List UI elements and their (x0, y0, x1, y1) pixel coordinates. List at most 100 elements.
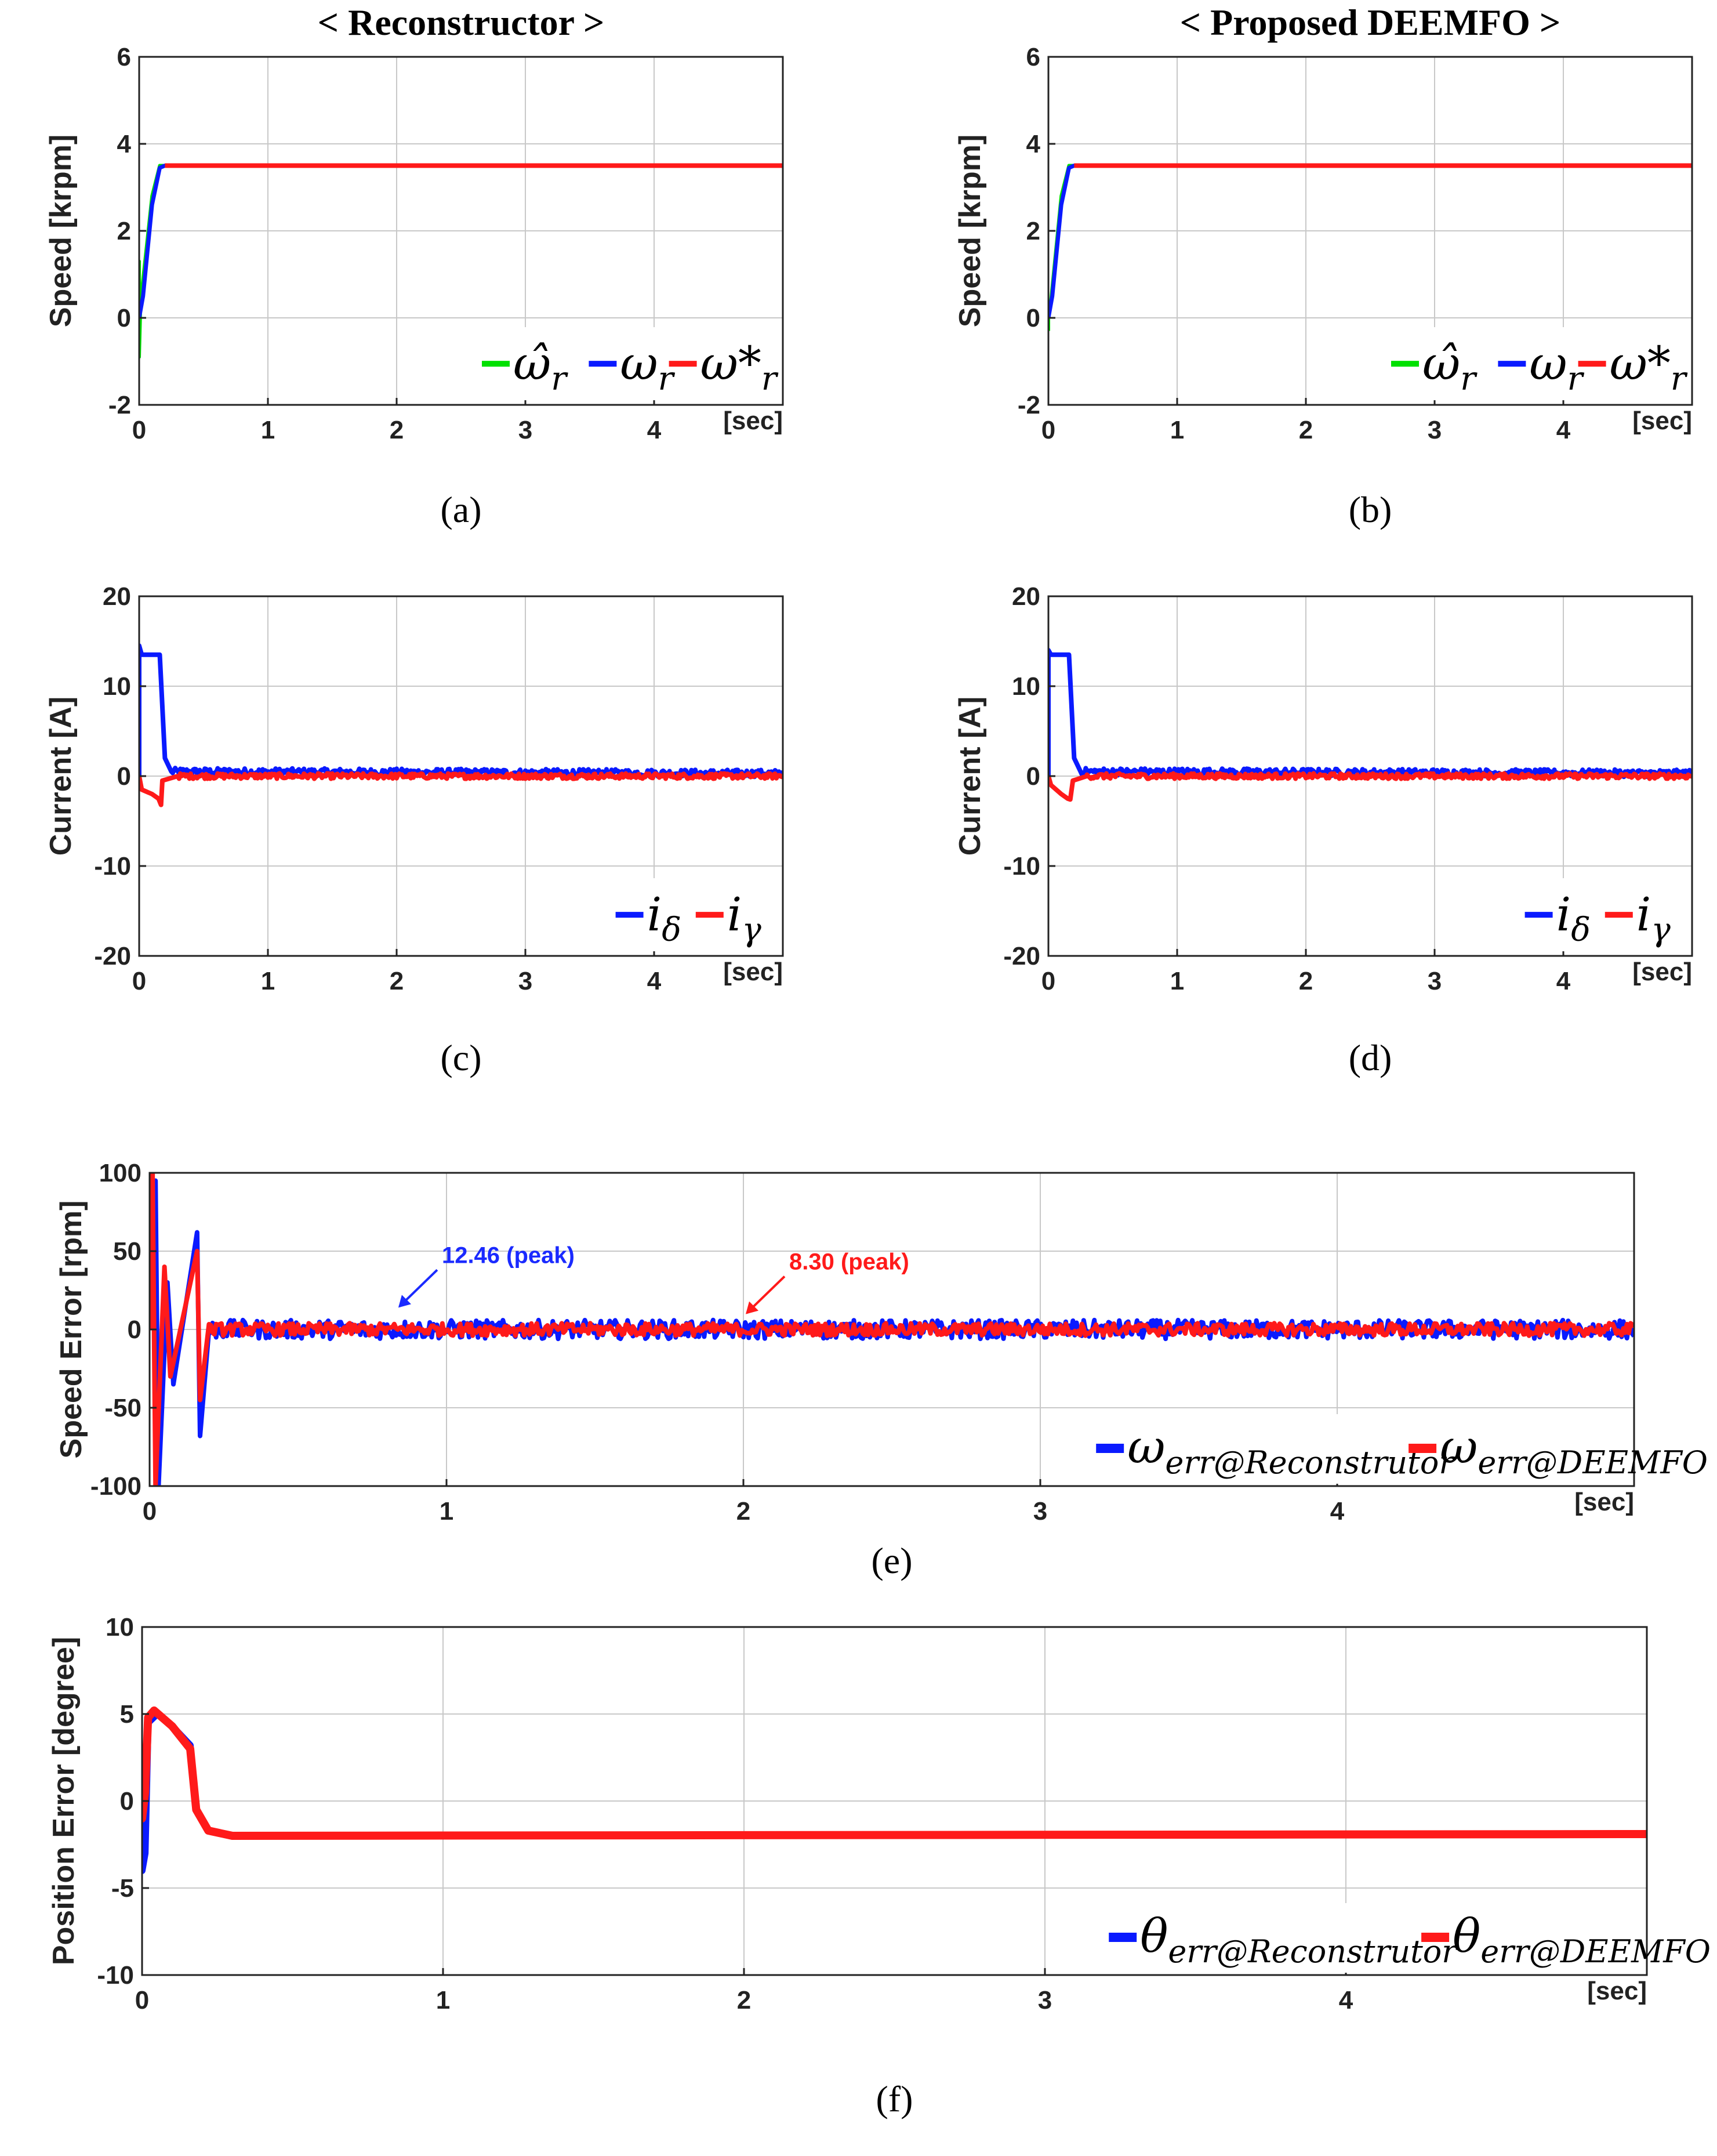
legend-subscript: err@DEEMFO (1478, 1444, 1708, 1481)
legend-symbol: i (1636, 887, 1651, 941)
x-tick-label: 0 (143, 1497, 157, 1525)
legend-subscript: δ (1571, 911, 1591, 949)
y-tick-label: 0 (1026, 762, 1040, 791)
series-d-1 (1048, 771, 1692, 802)
y-tick-label: -50 (104, 1394, 141, 1422)
legend-box (474, 327, 779, 400)
x-tick-label: 2 (1299, 967, 1313, 995)
x-tick-label: 1 (1170, 967, 1184, 995)
x-tick-label: 3 (518, 967, 532, 995)
x-tick-label: 2 (736, 1497, 750, 1525)
series-c-1 (139, 771, 783, 807)
y-tick-label: 4 (1026, 130, 1041, 158)
y-tick-label: 10 (103, 672, 131, 701)
chart-caption: (a) (440, 489, 481, 530)
y-axis-label: Speed Error [rpm] (55, 1201, 88, 1459)
legend-symbol: θ (1140, 1909, 1168, 1963)
legend-entry: ω*r (1610, 336, 1688, 398)
y-tick-label: -10 (94, 852, 131, 880)
y-tick-label: 0 (1026, 304, 1040, 332)
y-tick-label: 6 (1026, 43, 1040, 71)
series-group (150, 1173, 1634, 1486)
legend-subscript: γ (742, 911, 761, 949)
legend-entry: ω*r (700, 336, 779, 398)
legend-entry: iδ (647, 887, 681, 949)
chart-f: 0 1 2 3 4 -10 -5 0 5 10 [sec] Position Error [degre… (47, 1613, 1711, 2119)
legend-symbol: ω (1529, 336, 1567, 390)
legend-subscript: err@Reconstrutor (1168, 1933, 1458, 1970)
x-tick-label: 0 (135, 1986, 149, 2014)
x-tick-label: 0 (132, 967, 146, 995)
y-tick-label: 0 (128, 1316, 141, 1344)
x-tick-label: 1 (436, 1986, 450, 2014)
chart-caption: (e) (871, 1540, 912, 1581)
legend-symbol: ω̂ (513, 336, 551, 390)
legend-subscript: δ (662, 911, 681, 949)
legend-box (1383, 327, 1689, 400)
x-tick-label: 1 (261, 416, 275, 444)
y-tick-label: 0 (120, 1787, 134, 1816)
y-tick-label: 6 (117, 43, 131, 71)
series-e-1 (150, 1173, 1634, 1486)
x-unit-label: [sec] (723, 958, 783, 986)
y-tick-label: -100 (90, 1472, 141, 1501)
x-tick-label: 4 (647, 967, 662, 995)
y-axis-label: Current [A] (953, 697, 987, 856)
annotation-label: 12.46 (peak) (442, 1242, 575, 1268)
annotation-label: 8.30 (peak) (789, 1249, 909, 1275)
y-tick-label: 100 (99, 1159, 141, 1187)
legend-symbol: ω (1127, 1420, 1165, 1474)
y-tick-label: 10 (106, 1613, 134, 1642)
series-group (139, 163, 783, 359)
legend-symbol: ω* (1610, 336, 1671, 390)
x-unit-label: [sec] (1574, 1488, 1634, 1516)
y-tick-label: 20 (1012, 582, 1040, 611)
y-tick-label: 4 (117, 130, 132, 158)
legend-entry: ωr (620, 336, 675, 398)
legend-subscript: err@Reconstrutor (1165, 1444, 1455, 1481)
legend-entry: ω̂r (513, 336, 568, 398)
series-group (1048, 163, 1692, 331)
x-tick-label: 3 (1428, 967, 1442, 995)
chart-caption: (d) (1349, 1037, 1392, 1078)
x-tick-label: 4 (1339, 1986, 1353, 2014)
legend-entry: iδ (1556, 887, 1591, 949)
chart-caption: (c) (440, 1037, 481, 1078)
y-tick-label: 2 (1026, 217, 1040, 245)
legend-entry: ωerr@DEEMFO (1440, 1420, 1708, 1481)
legend: ω̂r ω r ω*r (1383, 327, 1689, 400)
x-tick-label: 0 (1041, 416, 1055, 444)
legend-symbol: ω* (700, 336, 761, 390)
x-unit-label: [sec] (723, 407, 783, 435)
x-tick-label: 4 (647, 416, 662, 444)
y-tick-label: -10 (97, 1961, 134, 1990)
chart-title: < Proposed DEEMFO > (1180, 2, 1561, 43)
y-tick-label: 0 (117, 762, 131, 791)
legend-symbol: i (1556, 887, 1571, 941)
legend-box (1101, 1903, 1643, 1973)
legend-subscript: r (1671, 360, 1688, 398)
y-tick-label: -2 (1018, 391, 1040, 419)
x-tick-label: 0 (132, 416, 146, 444)
y-axis-label: Speed [krpm] (44, 135, 78, 327)
y-tick-label: -20 (94, 942, 131, 970)
legend: iδ iγ (1516, 878, 1689, 951)
legend-entry: ωerr@Reconstrutor (1127, 1420, 1455, 1481)
y-tick-label: 50 (113, 1237, 141, 1266)
legend-entry: ω̂r (1422, 336, 1478, 398)
chart-caption: (f) (876, 2078, 913, 2119)
x-unit-label: [sec] (1632, 407, 1692, 435)
legend-symbol: ω̂ (1422, 336, 1460, 390)
legend-entry: θerr@DEEMFO (1453, 1909, 1711, 1970)
legend-entry: iγ (727, 887, 762, 949)
y-tick-label: -20 (1003, 942, 1040, 970)
chart-title: < Reconstructor > (318, 2, 605, 43)
y-axis-label: Speed [krpm] (953, 135, 987, 327)
